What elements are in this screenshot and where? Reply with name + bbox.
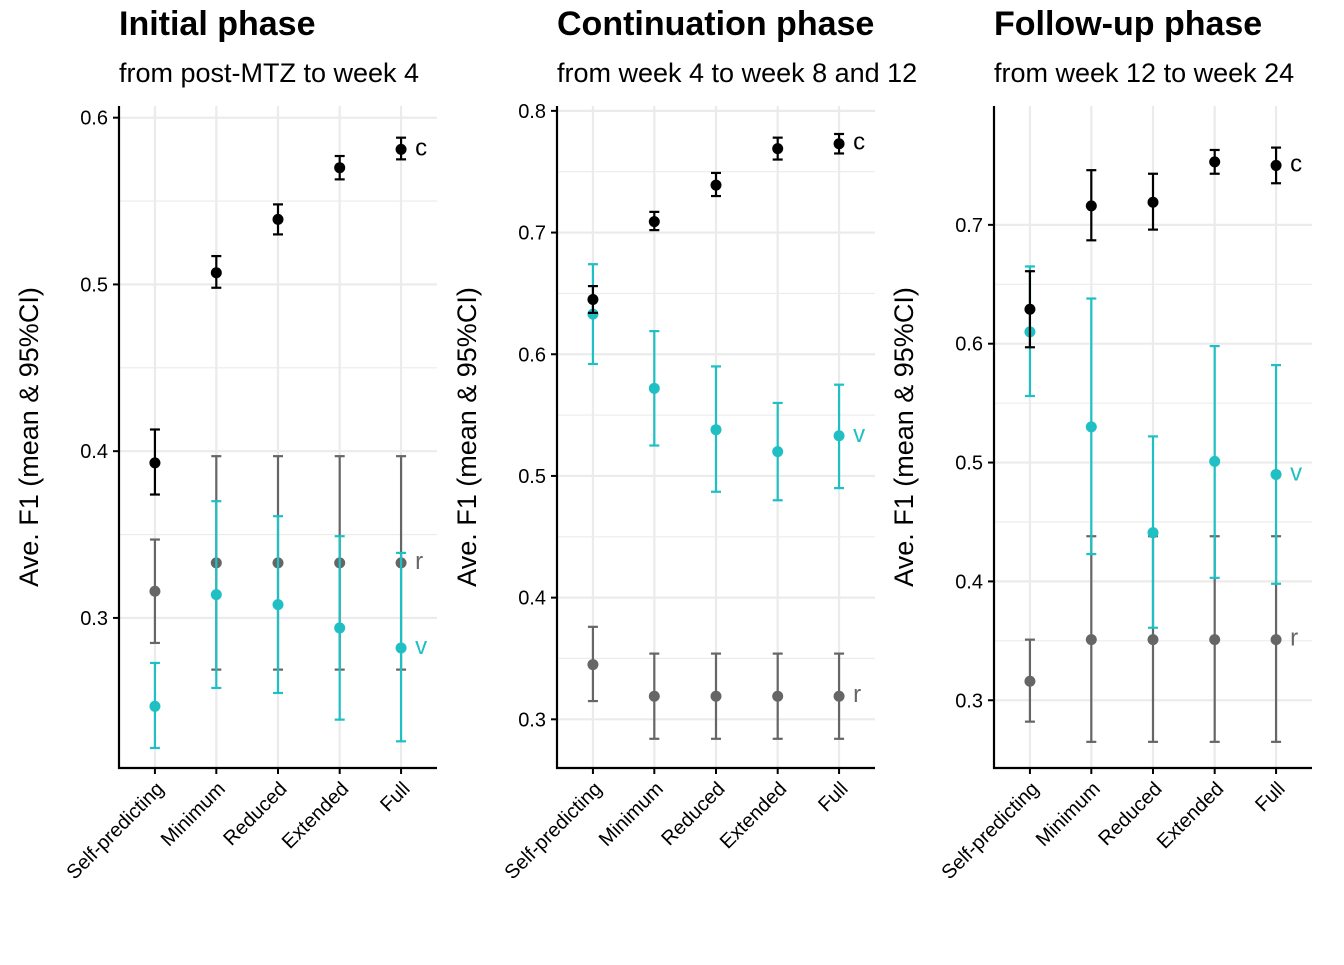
y-tick-label: 0.6 xyxy=(518,344,546,366)
series-label: c xyxy=(853,129,865,156)
data-point xyxy=(1085,200,1097,212)
y-tick-label: 0.7 xyxy=(518,223,546,245)
series-label: v xyxy=(1290,459,1302,486)
series-c: c xyxy=(1024,146,1302,349)
x-tick-label: Self-predicting xyxy=(63,778,169,884)
series-v: v xyxy=(149,500,427,750)
data-point xyxy=(395,143,407,155)
panel-subtitle: from week 12 to week 24 xyxy=(994,58,1294,88)
series-label: v xyxy=(415,633,427,660)
panel-2: Continuation phase from week 4 to week 8 … xyxy=(452,5,917,884)
y-tick-label: 0.4 xyxy=(955,571,983,593)
panel-title: Follow-up phase xyxy=(994,5,1262,43)
series-label: r xyxy=(1290,625,1298,652)
data-point xyxy=(272,599,284,611)
data-point xyxy=(1209,156,1221,168)
data-point xyxy=(210,589,222,601)
x-tick-label: Minimum xyxy=(595,778,668,851)
data-point xyxy=(1209,634,1221,646)
series-c: c xyxy=(149,134,427,496)
data-point xyxy=(149,585,161,597)
data-point xyxy=(648,690,660,702)
data-point xyxy=(1085,634,1097,646)
x-tick-label: Full xyxy=(1251,778,1289,816)
data-point xyxy=(1270,159,1282,171)
series-label: r xyxy=(415,548,423,575)
data-point xyxy=(395,642,407,654)
y-tick-label: 0.5 xyxy=(955,453,983,475)
data-point xyxy=(648,382,660,394)
panel-subtitle: from week 4 to week 8 and 12 xyxy=(557,58,917,88)
data-point xyxy=(587,293,599,305)
x-tick-label: Extended xyxy=(1153,778,1228,853)
data-point xyxy=(1085,421,1097,433)
data-point xyxy=(1147,634,1159,646)
panel-subtitle: from post-MTZ to week 4 xyxy=(119,58,419,88)
data-point xyxy=(772,446,784,458)
x-tick-label: Self-predicting xyxy=(501,778,607,884)
data-point xyxy=(833,138,845,150)
panel-3: Follow-up phase from week 12 to week 24 0.… xyxy=(889,5,1312,884)
series-v: v xyxy=(1024,265,1302,629)
data-point xyxy=(149,457,161,469)
y-tick-label: 0.5 xyxy=(80,274,108,296)
series-v: v xyxy=(587,263,865,502)
y-axis-title: Ave. F1 (mean & 95%CI) xyxy=(452,287,482,587)
x-tick-label: Minimum xyxy=(1032,778,1105,851)
y-tick-label: 0.4 xyxy=(80,441,108,463)
data-point xyxy=(1024,303,1036,315)
data-point xyxy=(587,308,599,320)
y-tick-label: 0.6 xyxy=(955,334,983,356)
x-tick-label: Extended xyxy=(278,778,353,853)
data-point xyxy=(1209,455,1221,467)
series-r: r xyxy=(1024,535,1298,743)
series-label: v xyxy=(853,421,865,448)
y-tick-label: 0.7 xyxy=(955,215,983,237)
y-tick-label: 0.3 xyxy=(955,690,983,712)
y-tick-label: 0.4 xyxy=(518,588,546,610)
x-tick-label: Minimum xyxy=(157,778,230,851)
y-tick-label: 0.6 xyxy=(80,108,108,130)
series-r: r xyxy=(587,625,861,740)
data-point xyxy=(710,179,722,191)
data-point xyxy=(1024,675,1036,687)
data-point xyxy=(334,622,346,634)
series-c: c xyxy=(587,129,865,314)
data-point xyxy=(1270,634,1282,646)
y-tick-label: 0.3 xyxy=(80,608,108,630)
x-tick-label: Full xyxy=(814,778,852,816)
panel-title: Continuation phase xyxy=(557,5,874,43)
y-tick-label: 0.3 xyxy=(518,709,546,731)
series-label: r xyxy=(853,681,861,708)
data-point xyxy=(1147,527,1159,539)
data-point xyxy=(334,162,346,174)
series-r: r xyxy=(149,455,423,671)
x-tick-label: Extended xyxy=(716,778,791,853)
data-point xyxy=(272,213,284,225)
x-tick-label: Self-predicting xyxy=(938,778,1044,884)
data-point xyxy=(1270,468,1282,480)
panel-1: Initial phase from post-MTZ to week 4 0.3 0… xyxy=(14,5,437,884)
data-point xyxy=(710,424,722,436)
data-point xyxy=(710,690,722,702)
panel-title: Initial phase xyxy=(119,5,316,43)
data-point xyxy=(833,690,845,702)
series-label: c xyxy=(1290,150,1302,177)
data-point xyxy=(833,430,845,442)
data-point xyxy=(648,216,660,228)
data-point xyxy=(210,267,222,279)
x-tick-label: Full xyxy=(376,778,414,816)
y-axis-title: Ave. F1 (mean & 95%CI) xyxy=(14,287,44,587)
y-axis-title: Ave. F1 (mean & 95%CI) xyxy=(889,287,919,587)
data-point xyxy=(772,690,784,702)
y-tick-label: 0.5 xyxy=(518,466,546,488)
data-point xyxy=(772,143,784,155)
series-label: c xyxy=(415,134,427,161)
data-point xyxy=(149,700,161,712)
y-tick-label: 0.8 xyxy=(518,101,546,123)
data-point xyxy=(587,659,599,671)
data-point xyxy=(1147,196,1159,208)
